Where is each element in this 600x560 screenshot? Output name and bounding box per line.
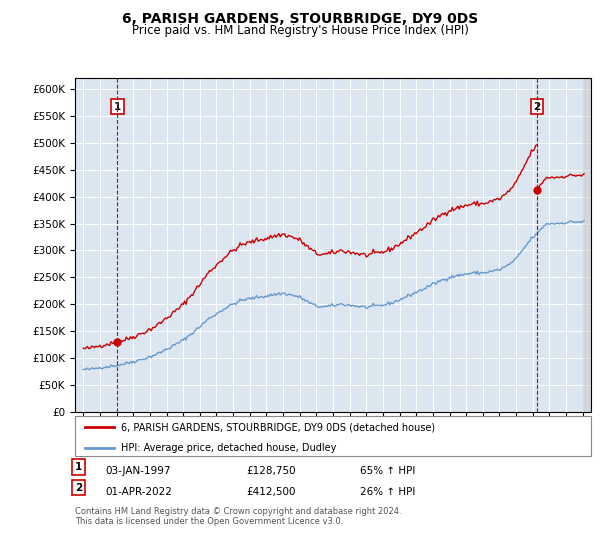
FancyBboxPatch shape <box>75 416 591 456</box>
Text: 6, PARISH GARDENS, STOURBRIDGE, DY9 0DS (detached house): 6, PARISH GARDENS, STOURBRIDGE, DY9 0DS … <box>121 422 436 432</box>
Text: 1: 1 <box>113 102 121 112</box>
Text: 26% ↑ HPI: 26% ↑ HPI <box>360 487 415 497</box>
Text: 2: 2 <box>75 483 82 493</box>
Text: Price paid vs. HM Land Registry's House Price Index (HPI): Price paid vs. HM Land Registry's House … <box>131 24 469 36</box>
Text: £128,750: £128,750 <box>246 466 296 476</box>
Text: HPI: Average price, detached house, Dudley: HPI: Average price, detached house, Dudl… <box>121 442 337 452</box>
Text: 2: 2 <box>533 102 541 112</box>
Text: 01-APR-2022: 01-APR-2022 <box>105 487 172 497</box>
Text: £412,500: £412,500 <box>246 487 296 497</box>
Text: 6, PARISH GARDENS, STOURBRIDGE, DY9 0DS: 6, PARISH GARDENS, STOURBRIDGE, DY9 0DS <box>122 12 478 26</box>
Text: 1: 1 <box>75 462 82 472</box>
Text: Contains HM Land Registry data © Crown copyright and database right 2024.
This d: Contains HM Land Registry data © Crown c… <box>75 507 401 526</box>
Text: 03-JAN-1997: 03-JAN-1997 <box>105 466 170 476</box>
Text: 65% ↑ HPI: 65% ↑ HPI <box>360 466 415 476</box>
